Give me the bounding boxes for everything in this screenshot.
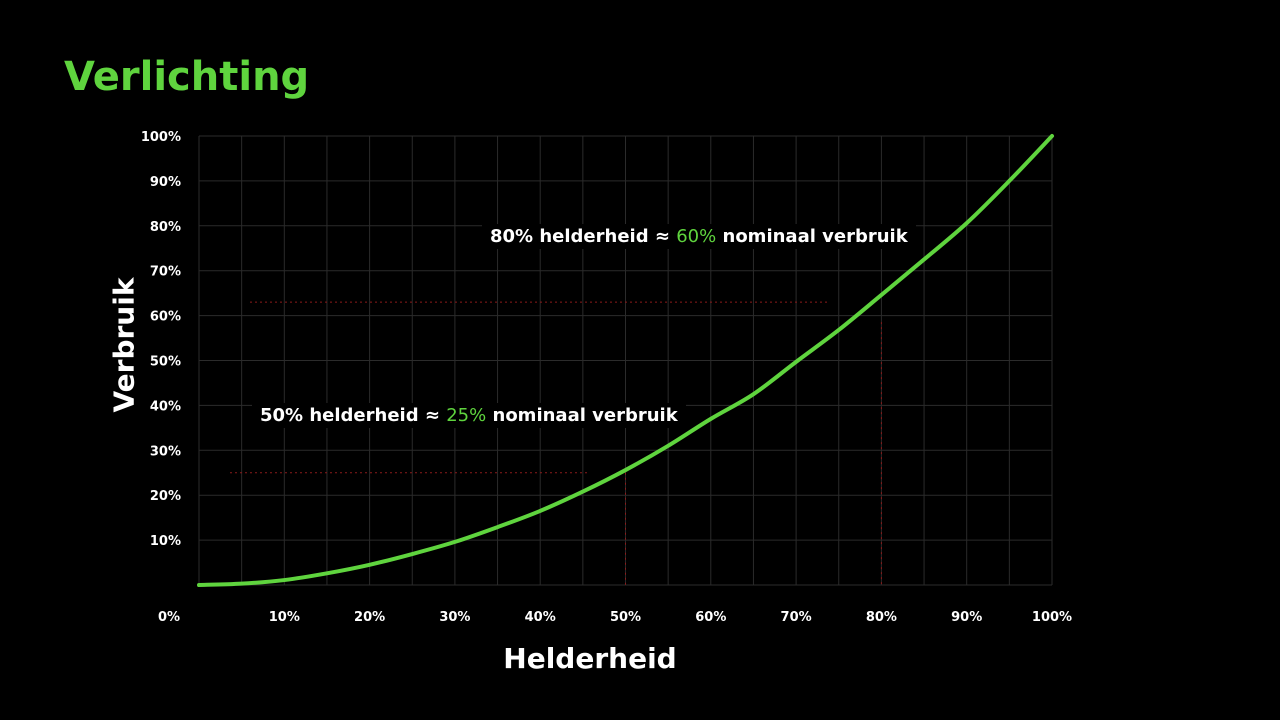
y-tick-label: 90% [150, 175, 181, 190]
x-tick-label: 90% [951, 610, 982, 625]
annotation-50: 50% helderheid ≈ 25% nominaal verbruik [252, 403, 686, 428]
y-tick-label: 30% [150, 444, 181, 459]
series-line [197, 134, 1054, 587]
annotation-text: 50% helderheid ≈ [260, 405, 447, 426]
y-tick-label: 80% [150, 220, 181, 235]
annotation-text: nominaal verbruik [716, 226, 908, 247]
y-tick-label: 50% [150, 355, 181, 370]
annotation-80: 80% helderheid ≈ 60% nominaal verbruik [482, 224, 916, 249]
x-tick-label: 60% [695, 610, 726, 625]
y-tick-label: 100% [141, 130, 181, 145]
annotation-text: nominaal verbruik [486, 405, 678, 426]
y-tick-label: 20% [150, 489, 181, 504]
x-tick-label: 80% [866, 610, 897, 625]
x-tick-label: 40% [525, 610, 556, 625]
annotation-text: 80% helderheid ≈ [490, 226, 677, 247]
y-tick-label: 40% [150, 399, 181, 414]
x-tick-label: 0% [158, 610, 180, 625]
annotation-highlight: 25% [446, 405, 487, 426]
x-tick-label: 70% [781, 610, 812, 625]
x-axis-label: Helderheid [503, 642, 677, 675]
x-tick-label: 20% [354, 610, 385, 625]
chart-title: Verlichting [64, 54, 310, 100]
y-tick-label: 70% [150, 265, 181, 280]
y-tick-label: 60% [150, 310, 181, 325]
annotation-highlight: 60% [676, 226, 717, 247]
x-tick-label: 10% [269, 610, 300, 625]
x-tick-label: 30% [439, 610, 470, 625]
y-tick-label: 10% [150, 534, 181, 549]
x-tick-label: 100% [1032, 610, 1072, 625]
x-tick-label: 50% [610, 610, 641, 625]
